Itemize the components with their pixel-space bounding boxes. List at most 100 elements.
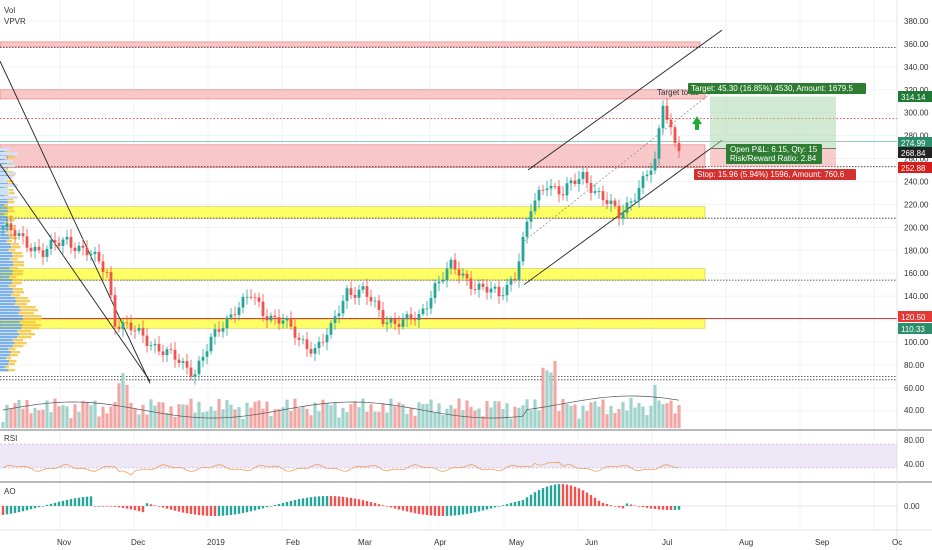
- volume-bar: [61, 405, 65, 428]
- candle-body: [121, 322, 125, 330]
- ao-bar: [429, 506, 433, 516]
- volume-bar: [241, 419, 245, 428]
- ao-bar: [365, 501, 369, 506]
- profit-zone: [710, 96, 836, 149]
- candle-body: [653, 158, 657, 171]
- ao-bar: [309, 497, 313, 506]
- candle-body: [477, 283, 481, 290]
- vpvr-bar-down: [12, 255, 24, 258]
- ao-bar: [597, 500, 601, 506]
- vpvr-bar-down: [10, 243, 19, 246]
- volume-bar: [125, 384, 129, 428]
- candle-body: [13, 230, 17, 236]
- ao-bar: [193, 506, 197, 515]
- candle-body: [53, 240, 57, 243]
- ao-bar: [29, 506, 33, 510]
- ao-bar: [437, 506, 441, 516]
- ao-bar: [505, 504, 509, 506]
- volume-bar: [209, 406, 213, 428]
- ao-bar: [677, 506, 681, 510]
- candle-body: [389, 318, 393, 323]
- volume-bar: [649, 405, 653, 428]
- candle-body: [25, 236, 29, 248]
- vpvr-light: [0, 156, 7, 159]
- ao-bar: [13, 506, 17, 513]
- volume-bar: [17, 399, 21, 428]
- candle-body: [529, 211, 533, 222]
- vpvr-bar-up: [0, 291, 14, 294]
- candle-body: [49, 240, 53, 249]
- ao-bar: [557, 484, 561, 506]
- ao-bar: [265, 506, 269, 508]
- volume-bar: [589, 402, 593, 428]
- volume-bar: [29, 413, 33, 428]
- vpvr-bar-down: [9, 258, 18, 261]
- volume-bar: [593, 401, 597, 428]
- vpvr-bar-down: [15, 297, 29, 300]
- ao-bar: [81, 497, 85, 506]
- volume-bar: [113, 402, 117, 428]
- ao-bar: [41, 506, 45, 507]
- vpvr-bar-down: [9, 237, 18, 240]
- vpvr-bar-up: [0, 294, 11, 297]
- candle-body: [189, 367, 193, 377]
- x-tick: 2019: [207, 538, 225, 547]
- price-tick: 80.00: [904, 361, 925, 370]
- ao-bar: [613, 506, 617, 507]
- candle-body: [137, 327, 141, 331]
- ao-bar: [93, 506, 97, 507]
- volume-bar: [9, 408, 13, 428]
- candle-body: [73, 247, 77, 252]
- volume-bar: [213, 410, 217, 428]
- volume-bar: [333, 402, 337, 428]
- price-tick: 100.00: [904, 338, 929, 347]
- ao-bar: [189, 506, 193, 515]
- volume-bar: [69, 418, 73, 428]
- candle-body: [85, 247, 89, 256]
- candle-body: [621, 212, 625, 219]
- volume-bar: [609, 405, 613, 428]
- ao-bar: [441, 506, 445, 516]
- ao-bar: [577, 488, 581, 506]
- ao-bar: [141, 506, 145, 513]
- volume-bar: [637, 403, 641, 428]
- candle-body: [445, 268, 449, 281]
- volume-bar: [81, 400, 85, 428]
- candle-body: [157, 343, 161, 352]
- candle-body: [169, 349, 173, 350]
- x-tick: Mar: [358, 538, 372, 547]
- volume-bar: [173, 416, 177, 428]
- candlesticks: [1, 97, 681, 385]
- volume-bar: [141, 404, 145, 428]
- volume-bar: [193, 412, 197, 428]
- ao-bar: [37, 506, 41, 508]
- vpvr-bar-up: [0, 369, 9, 372]
- candle-body: [353, 294, 357, 298]
- ao-bar: [109, 506, 113, 507]
- vpvr-bar-up: [0, 174, 9, 177]
- candle-body: [177, 359, 181, 363]
- candle-body: [229, 314, 233, 318]
- volume-bar: [169, 406, 173, 428]
- candle-body: [489, 288, 493, 293]
- ao-bar: [249, 506, 253, 512]
- vpvr-bar-down: [18, 312, 34, 315]
- candle-body: [181, 361, 185, 363]
- vpvr-bar-down: [7, 207, 14, 210]
- candle-body: [361, 286, 365, 290]
- vpvr-bar-down: [8, 276, 17, 279]
- ao-bar: [237, 506, 241, 514]
- candle-body: [469, 278, 473, 290]
- ao-bar: [401, 506, 405, 511]
- vpvr-bar-up: [0, 300, 17, 303]
- candle-body: [33, 246, 37, 252]
- volume-ma: [2, 395, 680, 419]
- volume-bar: [265, 401, 269, 428]
- pnl-label-2: Risk/Reward Ratio: 2.84: [730, 154, 817, 163]
- volume-bar: [501, 409, 505, 428]
- volume-bar: [633, 407, 637, 428]
- candle-body: [373, 300, 377, 302]
- price-tick: 200.00: [904, 223, 929, 232]
